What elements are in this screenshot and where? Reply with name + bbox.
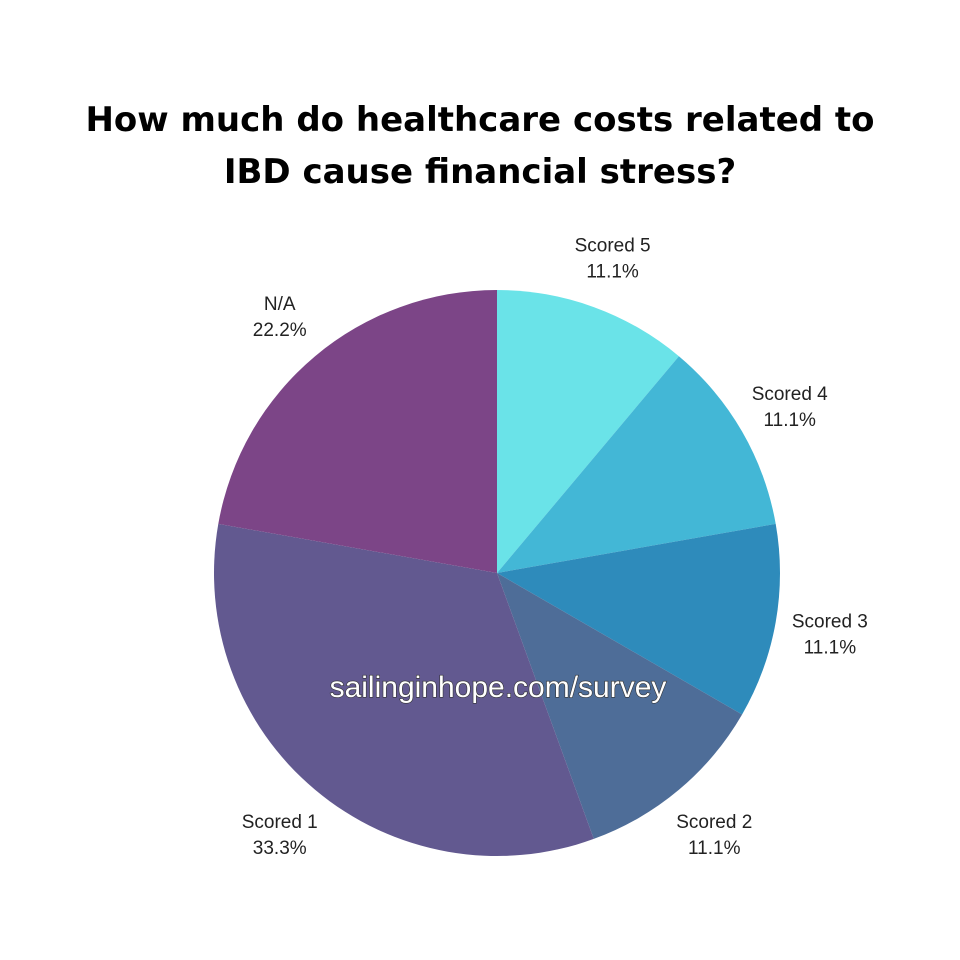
slice-percent-label: 22.2% bbox=[253, 320, 307, 341]
slice-percent-label: 33.3% bbox=[253, 838, 307, 859]
slice-label: Scored 1 bbox=[242, 812, 318, 833]
pie-slice-scored-4 bbox=[497, 356, 776, 573]
pie-slices bbox=[214, 290, 781, 856]
pie-slice-scored-5 bbox=[497, 290, 679, 573]
slice-label: Scored 5 bbox=[575, 235, 651, 256]
pie-slice-scored-3 bbox=[497, 523, 781, 715]
slice-label: N/A bbox=[264, 294, 296, 315]
chart-title-line-1: How much do healthcare costs related to bbox=[85, 100, 875, 140]
pie-slice-scored-1 bbox=[214, 523, 594, 856]
pie-labels: Scored 5 11.1% Scored 4 11.1% Scored 3 11.1% S… bbox=[242, 235, 868, 859]
slice-label: Scored 4 bbox=[752, 384, 828, 405]
slice-percent-label: 11.1% bbox=[804, 638, 857, 659]
slice-percent-label: 11.1% bbox=[763, 410, 816, 431]
slice-label: Scored 3 bbox=[792, 612, 868, 633]
slice-percent-label: 11.1% bbox=[586, 261, 639, 282]
pie-slice-scored-2 bbox=[497, 573, 743, 839]
slice-percent-label: 11.1% bbox=[688, 838, 741, 859]
chart-title: How much do healthcare costs related to … bbox=[60, 94, 900, 198]
pie-slice-n-a bbox=[218, 290, 497, 573]
slice-label: Scored 2 bbox=[676, 812, 752, 833]
chart-title-line-2: IBD cause financial stress? bbox=[223, 152, 737, 192]
watermark-text: sailinginhope.com/survey bbox=[330, 671, 667, 704]
